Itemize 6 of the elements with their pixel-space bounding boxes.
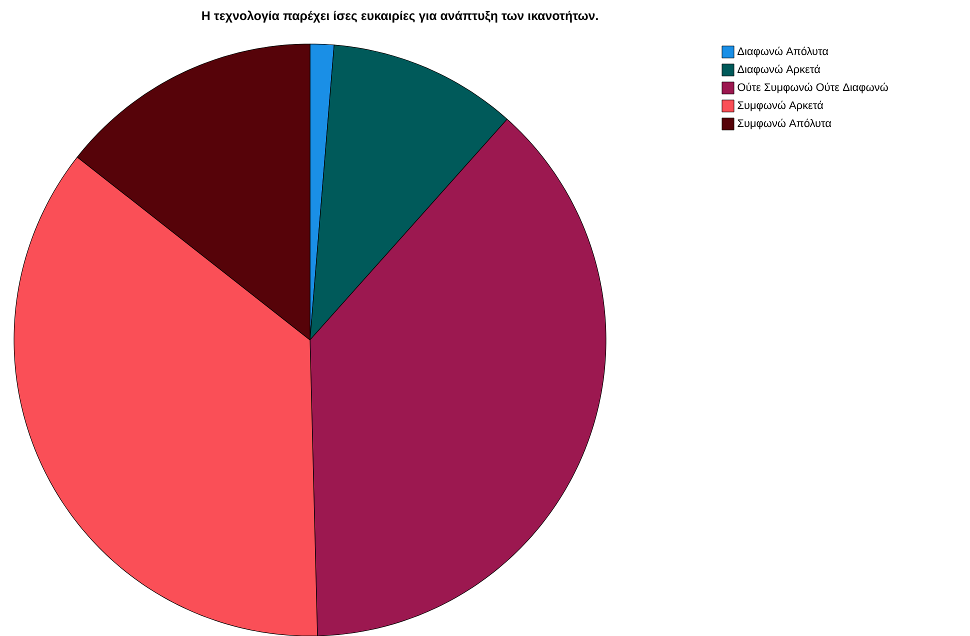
legend-label: Συμφωνώ Αρκετά (738, 100, 824, 112)
legend-label: Συμφωνώ Απόλυτα (738, 118, 832, 130)
chart-title: Η τεχνολογία παρέχει ίσες ευκαιρίες για ανάπτυξη των ικανοτήτων. (202, 10, 598, 23)
legend-label: Διαφωνώ Απόλυτα (738, 46, 828, 58)
legend-label: Ούτε Συμφωνώ Ούτε Διαφωνώ (738, 82, 888, 94)
legend-label: Διαφωνώ Αρκετά (738, 64, 820, 76)
